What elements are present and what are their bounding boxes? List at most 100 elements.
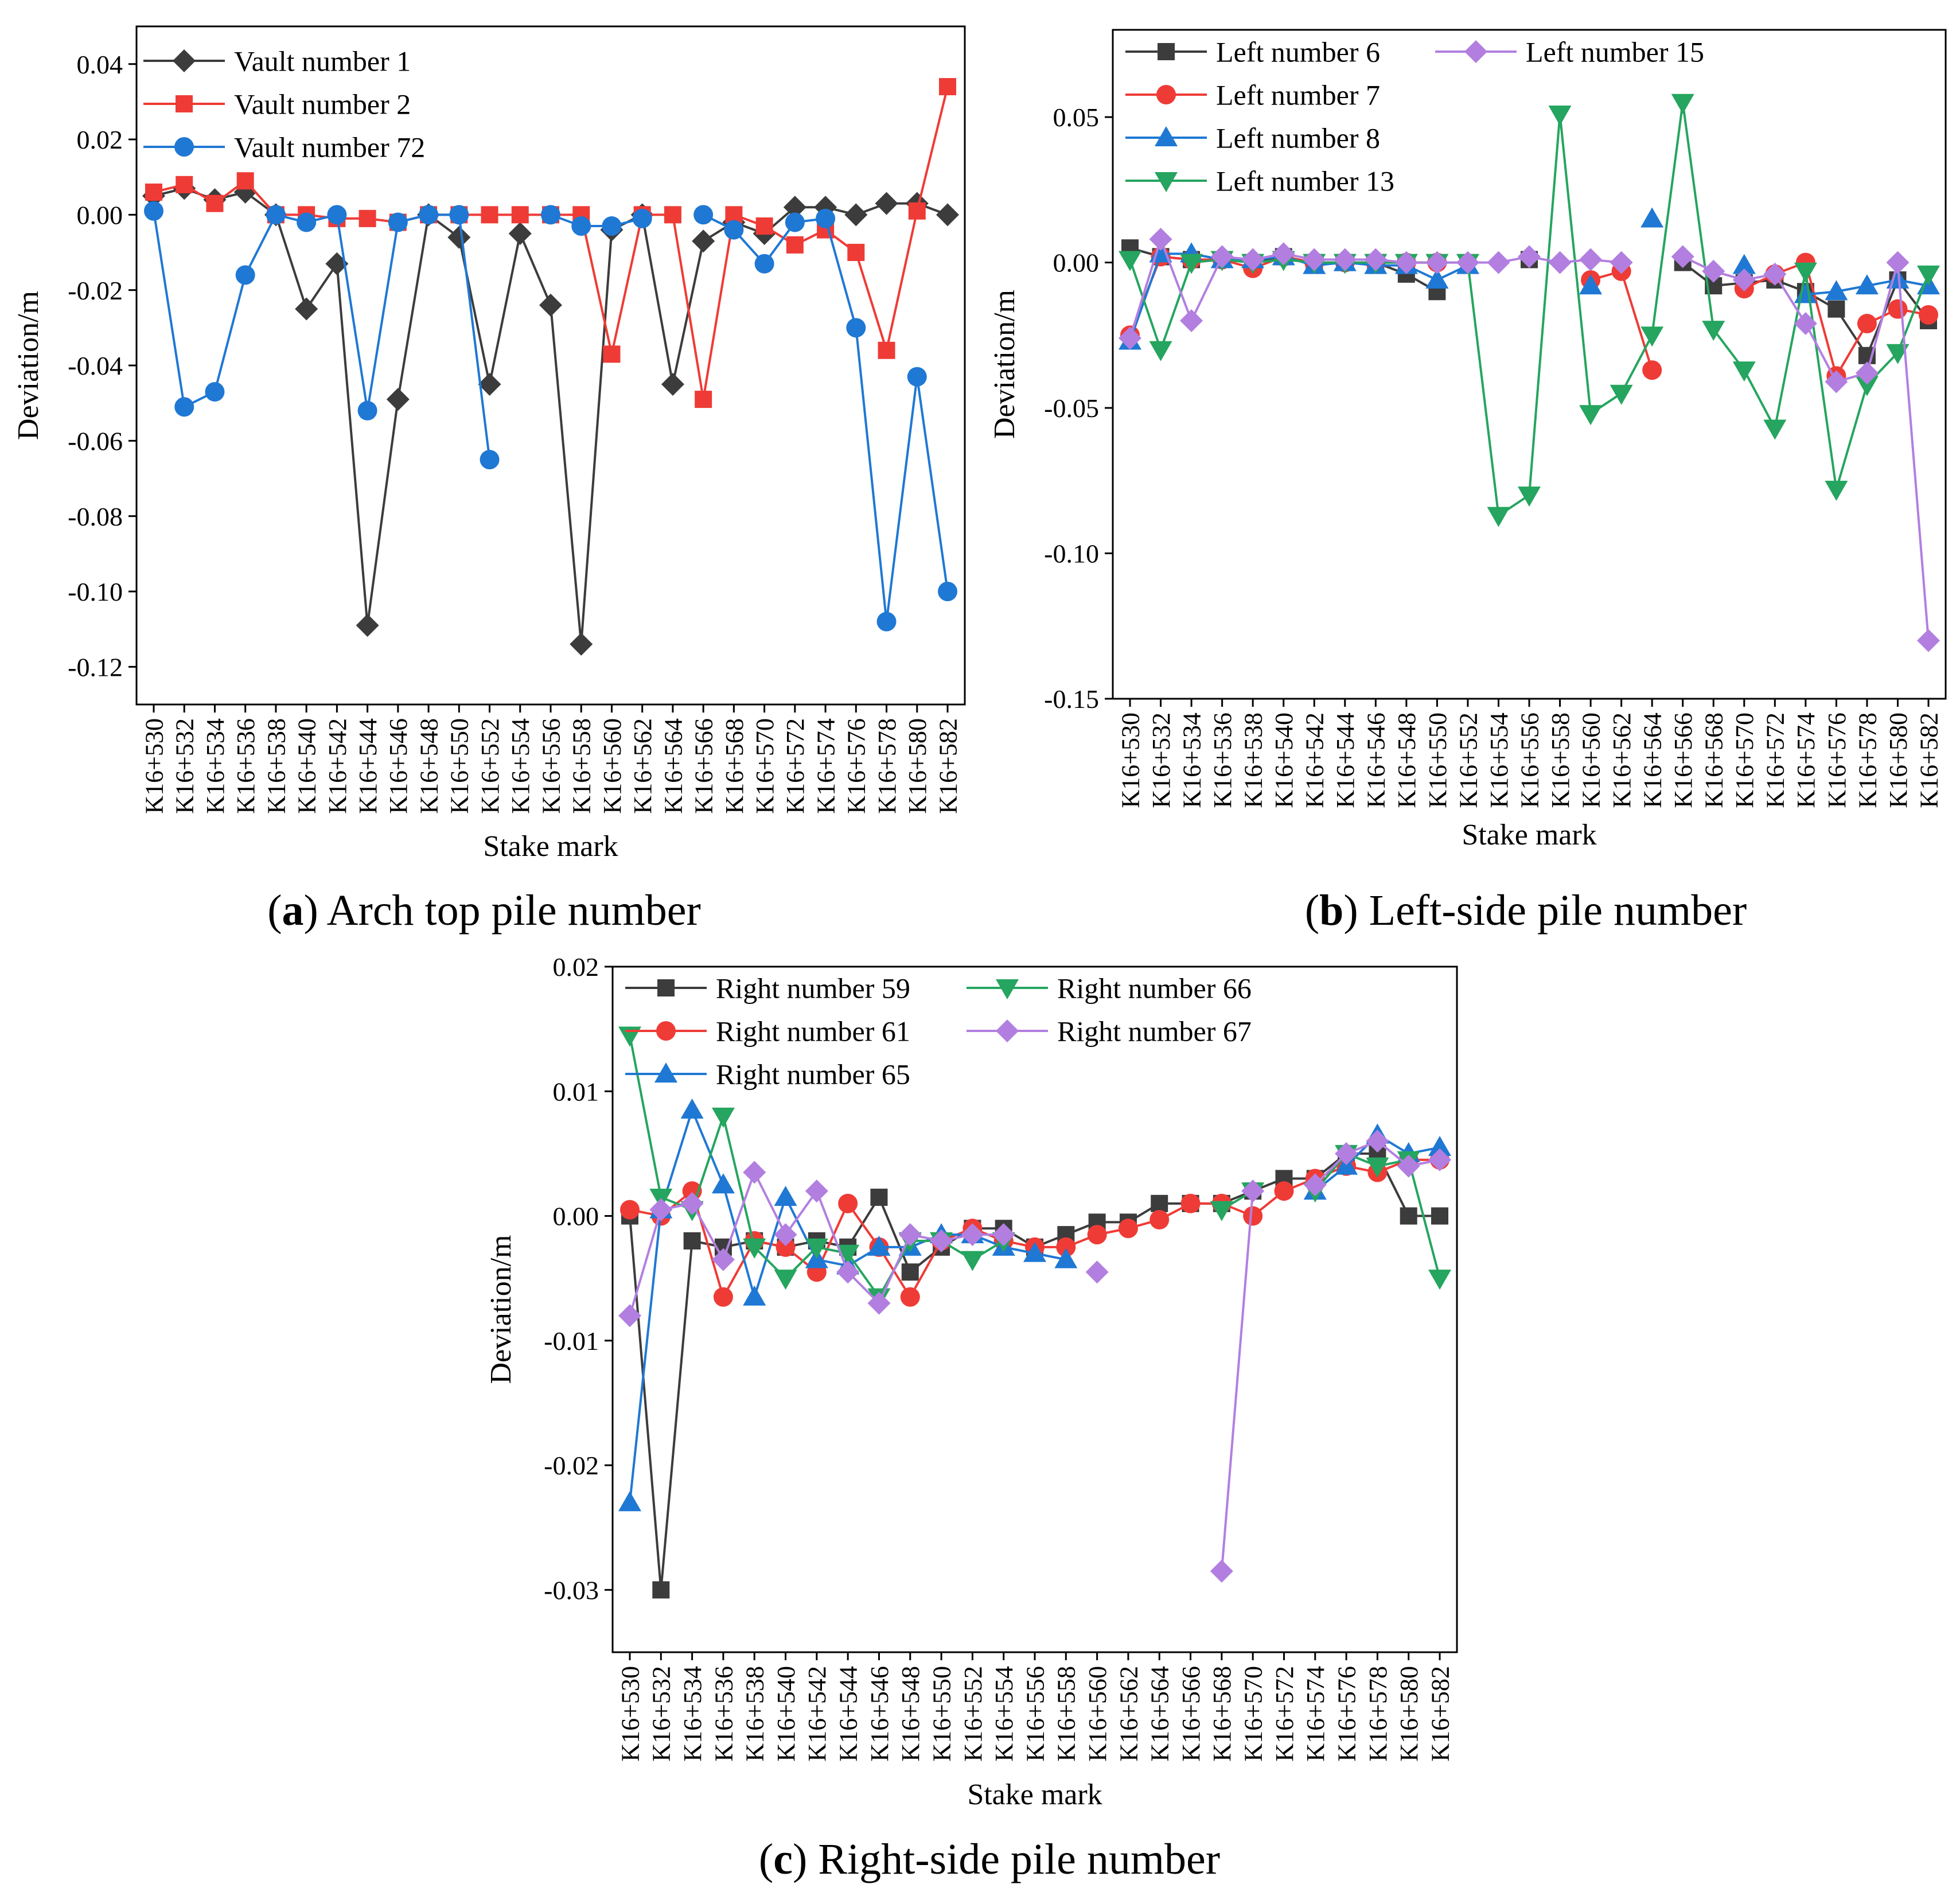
data-point (570, 632, 593, 656)
x-tick-label: K16+572 (1762, 713, 1790, 808)
x-tick-label: K16+540 (1270, 713, 1298, 808)
data-point (480, 450, 500, 470)
data-point (907, 367, 927, 387)
data-point (508, 222, 532, 246)
panel-a: 0.04 0.02 0.00 -0.02 -0.04 -0.06 -0.08 -0.10 -0.… (12, 25, 966, 935)
x-tick-label: K16+556 (537, 718, 565, 814)
data-point (724, 220, 744, 240)
legend-marker (1464, 40, 1487, 63)
x-tick-label: K16+576 (1332, 1666, 1361, 1762)
data-point (603, 345, 621, 363)
x-tick-label: K16+572 (1271, 1666, 1299, 1762)
series-4 (1119, 228, 1940, 652)
data-point (785, 212, 805, 232)
data-point (620, 1200, 640, 1220)
legend: Vault number 1 Vault number 2 Vault number… (143, 45, 425, 164)
legend-marker (173, 49, 196, 72)
series-line (1220, 1190, 1254, 1571)
x-tick-label: K16+568 (1208, 1666, 1236, 1762)
data-point (1151, 1194, 1168, 1212)
x-tick-label: K16+552 (1454, 713, 1482, 808)
x-tick-label: K16+564 (1639, 713, 1667, 808)
data-point (359, 209, 376, 227)
data-point (847, 244, 865, 261)
data-point (1855, 361, 1879, 385)
data-point (481, 206, 498, 224)
data-point (755, 217, 773, 235)
legend-label: Right number 66 (1057, 972, 1252, 1005)
data-point (1855, 274, 1879, 295)
panel-caption: (c) Right-side pile number (759, 1835, 1220, 1883)
data-point (1886, 251, 1910, 274)
data-point (1054, 1248, 1078, 1268)
data-point (1428, 1136, 1451, 1157)
series-line (1129, 252, 1468, 342)
data-point (908, 202, 926, 220)
data-point (930, 1229, 953, 1252)
x-tick-label: K16+582 (934, 718, 962, 814)
x-tick-label: K16+550 (928, 1666, 956, 1762)
x-tick-label: K16+546 (1362, 713, 1390, 808)
legend-label: Left number 15 (1526, 36, 1704, 68)
data-point (1085, 1260, 1109, 1284)
data-point (1917, 265, 1940, 286)
y-tick-label: -0.05 (1044, 394, 1099, 423)
data-point (1119, 326, 1141, 350)
data-point (236, 172, 254, 190)
x-tick-label: K16+554 (506, 718, 535, 814)
data-point (1641, 207, 1664, 228)
data-point (447, 225, 471, 249)
data-point (1579, 248, 1603, 271)
data-point (1210, 1559, 1233, 1583)
data-point (680, 1098, 704, 1119)
data-point (541, 205, 560, 225)
legend-label: Right number 65 (716, 1058, 910, 1091)
y-tick-label: 0.02 (77, 125, 123, 154)
x-tick-label: K16+554 (1485, 713, 1513, 808)
data-point (1303, 1173, 1327, 1197)
data-point (1210, 1201, 1233, 1221)
x-tick-label: K16+574 (1302, 1666, 1330, 1762)
data-point (1794, 312, 1817, 336)
x-tick-label: K16+534 (1178, 713, 1206, 808)
x-axis-title: Stake mark (1462, 819, 1596, 851)
x-tick-label: K16+546 (866, 1666, 894, 1762)
data-point (1180, 309, 1203, 332)
x-tick-label: K16+582 (1915, 713, 1943, 808)
data-point (1825, 480, 1848, 501)
y-tick-label: -0.02 (544, 1451, 599, 1480)
data-point (1579, 274, 1603, 295)
data-point (695, 391, 712, 408)
series-line (153, 211, 491, 460)
data-point (846, 318, 866, 338)
data-point (743, 1285, 766, 1306)
data-point (449, 205, 469, 225)
data-point (1180, 254, 1203, 274)
series-line (153, 187, 948, 645)
data-point (1886, 344, 1910, 364)
data-point (1548, 251, 1572, 274)
data-point (774, 1270, 797, 1290)
x-tick-label: K16+564 (1146, 1666, 1174, 1762)
legend-label: Vault number 2 (234, 88, 411, 120)
data-point (1825, 280, 1848, 301)
y-tick-label: -0.01 (544, 1326, 599, 1356)
data-point (145, 183, 162, 201)
x-tick-label: K16+554 (990, 1666, 1018, 1762)
data-point (836, 1244, 860, 1265)
x-tick-label: K16+548 (897, 1666, 925, 1762)
x-tick-label: K16+540 (293, 718, 321, 814)
data-point (992, 1223, 1015, 1247)
data-point (1732, 268, 1756, 291)
data-point (901, 1263, 919, 1281)
y-tick-label: 0.00 (553, 1202, 599, 1231)
y-tick-label: 0.04 (77, 50, 123, 79)
data-point (618, 1491, 641, 1512)
series-2 (144, 201, 957, 632)
data-point (680, 1192, 704, 1215)
data-point (1303, 248, 1326, 271)
legend-marker (1156, 85, 1176, 104)
data-point (898, 1223, 922, 1247)
legend-marker (176, 95, 193, 112)
legend-marker (996, 1019, 1019, 1042)
